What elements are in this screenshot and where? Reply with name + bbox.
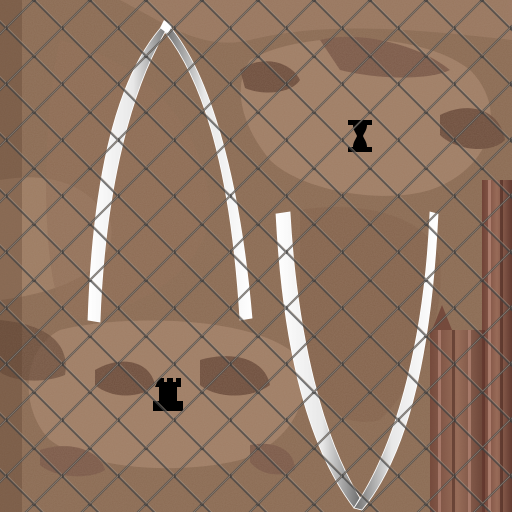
chain-link-fence — [0, 0, 512, 512]
texture-atlas — [0, 0, 512, 512]
texture-canvas — [0, 0, 512, 512]
